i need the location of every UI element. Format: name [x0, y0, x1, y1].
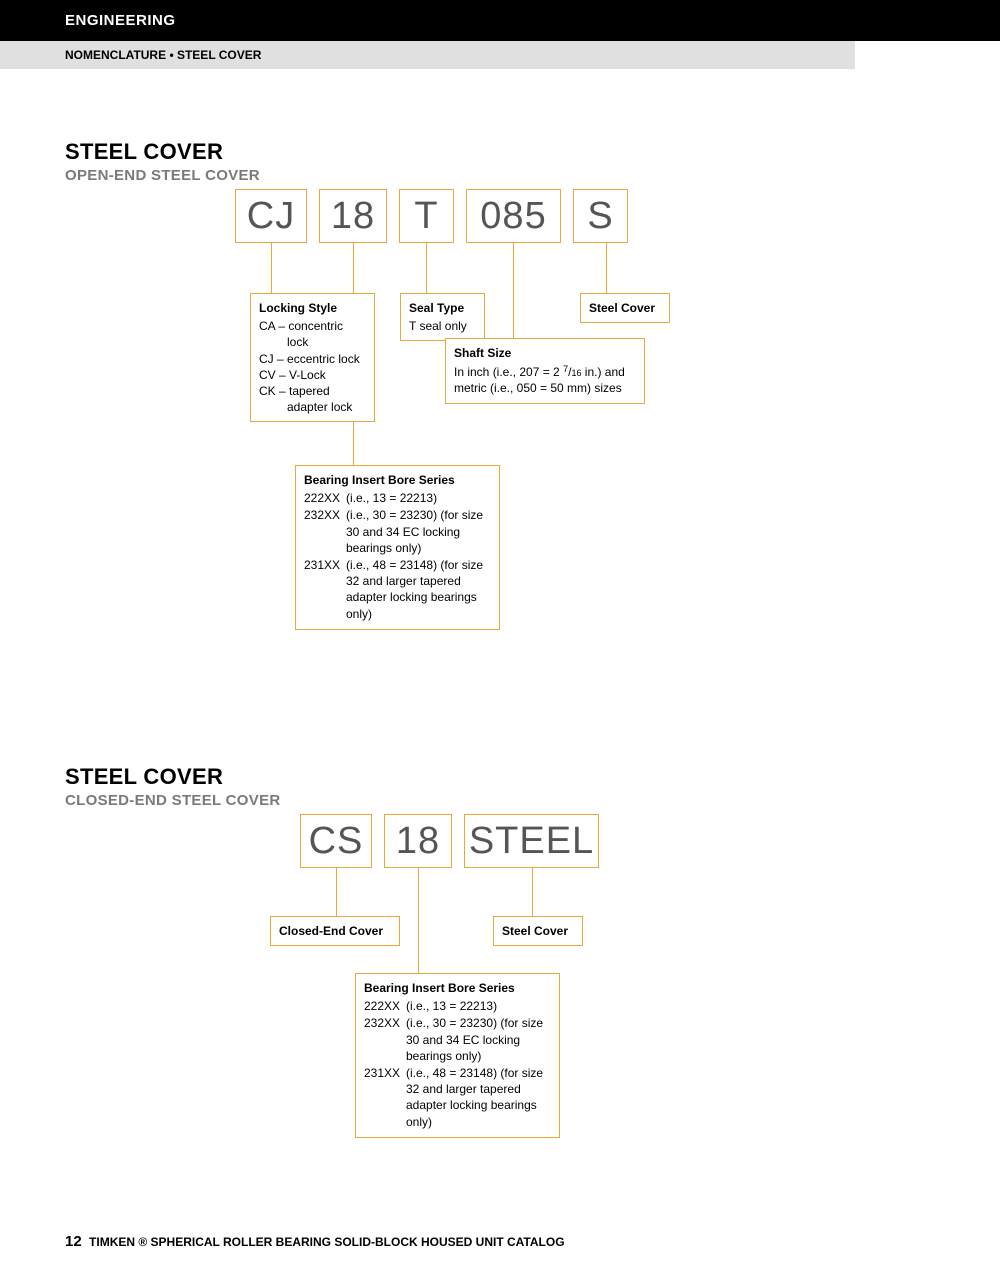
t: 232XX [364, 1015, 406, 1064]
box-steel-cover: Steel Cover [580, 293, 670, 323]
box-steel-cover-2: Steel Cover [493, 916, 583, 946]
page-footer: 12 TIMKEN ® SPHERICAL ROLLER BEARING SOL… [65, 1233, 565, 1250]
code-18: 18 [319, 189, 387, 243]
t: 222XX [364, 998, 406, 1014]
t: 222XX [304, 490, 346, 506]
section-open-end: STEEL COVER OPEN-END STEEL COVER CJ 18 T… [65, 139, 1000, 184]
b2t3: Steel Cover [502, 923, 574, 939]
code-t: T [399, 189, 454, 243]
page-number: 12 [65, 1233, 82, 1250]
line [418, 868, 419, 973]
box3-title: Seal Type [409, 300, 476, 316]
code-085: 085 [466, 189, 561, 243]
box-bearing-series: Bearing Insert Bore Series 222XX(i.e., 1… [295, 465, 500, 630]
box-bearing-series-2: Bearing Insert Bore Series 222XX(i.e., 1… [355, 973, 560, 1138]
t: (i.e., 13 = 22213) [406, 998, 497, 1014]
t: 232XX [304, 507, 346, 556]
section-closed-end: STEEL COVER CLOSED-END STEEL COVER CS 18… [65, 764, 1000, 809]
box2-title: Bearing Insert Bore Series [304, 472, 491, 488]
section1-sub: OPEN-END STEEL COVER [65, 167, 1000, 184]
code-18b: 18 [384, 814, 452, 868]
box-locking-style: Locking Style CA – concentric lock CJ – … [250, 293, 375, 422]
section1-title: STEEL COVER [65, 139, 1000, 165]
line [513, 243, 514, 338]
t: tapered adapter lock [287, 384, 352, 414]
code-cj: CJ [235, 189, 307, 243]
t: CV – [259, 368, 286, 382]
t: (i.e., 48 = 23148) (for size 32 and larg… [346, 557, 491, 622]
code-steel: STEEL [464, 814, 599, 868]
header-breadcrumb: NOMENCLATURE • STEEL COVER [0, 41, 855, 69]
t: CJ – [259, 352, 284, 366]
line [532, 868, 533, 916]
box4-title: Shaft Size [454, 345, 636, 361]
line [336, 868, 337, 916]
line [426, 243, 427, 293]
t: In inch (i.e., 207 = 2 7/16 in.) and met… [454, 363, 636, 396]
t: 231XX [304, 557, 346, 622]
code-s: S [573, 189, 628, 243]
line [606, 243, 607, 293]
t: CA – [259, 319, 285, 333]
t: eccentric lock [287, 352, 360, 366]
b2t2: Bearing Insert Bore Series [364, 980, 551, 996]
t: (i.e., 30 = 23230) (for size 30 and 34 E… [406, 1015, 551, 1064]
footer-text: TIMKEN ® SPHERICAL ROLLER BEARING SOLID-… [89, 1235, 565, 1249]
box-seal-type: Seal Type T seal only [400, 293, 485, 341]
t: (i.e., 48 = 23148) (for size 32 and larg… [406, 1065, 551, 1130]
code-row-1: CJ 18 T 085 S [235, 189, 628, 243]
box1-title: Locking Style [259, 300, 366, 316]
code-cs: CS [300, 814, 372, 868]
box5-title: Steel Cover [589, 300, 661, 316]
section2-title: STEEL COVER [65, 764, 1000, 790]
header-engineering: ENGINEERING [0, 0, 1000, 41]
t: T seal only [409, 318, 476, 334]
t: CK – [259, 384, 286, 398]
box-closed-end: Closed-End Cover [270, 916, 400, 946]
t: concentric lock [287, 319, 343, 349]
code-row-2: CS 18 STEEL [300, 814, 599, 868]
line [271, 243, 272, 293]
b2t1: Closed-End Cover [279, 923, 391, 939]
t: (i.e., 30 = 23230) (for size 30 and 34 E… [346, 507, 491, 556]
box-shaft-size: Shaft Size In inch (i.e., 207 = 2 7/16 i… [445, 338, 645, 404]
t: V-Lock [289, 368, 326, 382]
t: (i.e., 13 = 22213) [346, 490, 437, 506]
t: 231XX [364, 1065, 406, 1130]
section2-sub: CLOSED-END STEEL COVER [65, 792, 1000, 809]
